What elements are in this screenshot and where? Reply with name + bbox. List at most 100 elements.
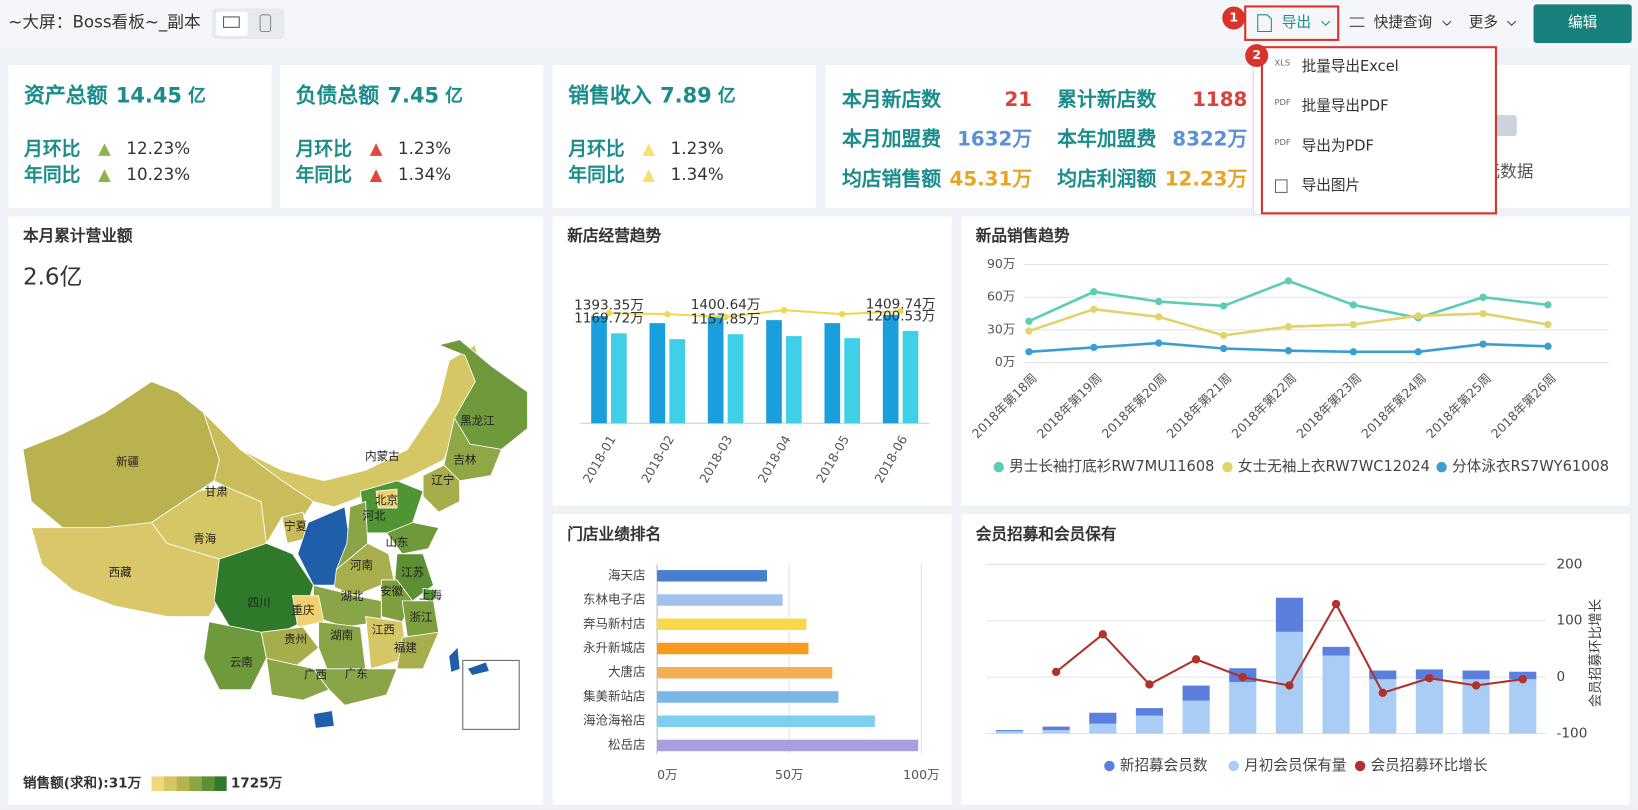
page-title: ~大屏：Boss看板~_副本	[8, 12, 201, 33]
kpi-title: 负债总额 7.45 亿	[296, 83, 463, 107]
data-label: 1200.53万	[866, 308, 936, 324]
stat-value: 45.31万	[950, 167, 1033, 190]
kpi-label: 负债总额	[296, 83, 380, 107]
region-label: 湖南	[330, 628, 353, 642]
edit-label[interactable]: 编辑	[1568, 14, 1598, 31]
bar	[766, 320, 782, 424]
region-label: 江苏	[401, 565, 424, 579]
bar	[657, 570, 768, 582]
region-label: 北京	[375, 493, 398, 507]
data-label: 1169.72万	[574, 311, 644, 327]
legend-marker	[1222, 461, 1233, 473]
y-tick-label: 大唐店	[608, 664, 646, 679]
legend-marker	[1228, 760, 1239, 772]
trend-arrow	[98, 169, 111, 182]
y2-tick-label: 200	[1557, 556, 1583, 572]
region-label: 湖北	[341, 589, 364, 603]
quick-query-button[interactable]: 快捷查询	[1374, 14, 1432, 31]
region-label: 重庆	[291, 603, 314, 617]
point	[1414, 312, 1422, 320]
bar	[1182, 685, 1210, 701]
mobile-icon	[259, 14, 272, 33]
kpi-unit: 亿	[188, 84, 206, 106]
legend-label: 会员招募环比增长	[1371, 757, 1488, 774]
map-total: 2.6亿	[23, 265, 83, 291]
card-title: 本月累计营业额	[23, 226, 133, 245]
legend-swatch	[201, 776, 215, 791]
kpi-card	[279, 64, 544, 209]
y2-tick-label: -100	[1557, 726, 1588, 742]
bar	[657, 691, 839, 703]
island	[468, 662, 489, 676]
island	[449, 647, 460, 672]
point	[1090, 305, 1098, 313]
bar	[657, 666, 833, 679]
y2-tick-label: 0	[1557, 669, 1566, 685]
region-label: 宁夏	[284, 519, 307, 533]
point	[1025, 348, 1033, 356]
bar	[669, 339, 686, 424]
kpi-row-label: 月环比	[295, 138, 353, 160]
kpi-row-label: 年同比	[568, 163, 625, 186]
kpi-title: 销售收入 7.89 亿	[568, 83, 735, 107]
legend-swatch	[164, 776, 177, 791]
bar	[707, 315, 724, 424]
kpi-value: 14.45	[116, 83, 182, 107]
menu-item[interactable]: 批量导出PDF	[1302, 98, 1389, 115]
point	[780, 306, 788, 314]
map-region	[292, 595, 325, 628]
point	[1425, 674, 1434, 683]
point	[1544, 301, 1552, 309]
region-label: 黑龙江	[460, 414, 495, 428]
bar	[995, 731, 1024, 734]
edit-button[interactable]	[1533, 4, 1632, 44]
trend-arrow	[642, 143, 655, 156]
store-card	[825, 64, 1252, 209]
point	[1349, 320, 1357, 329]
bar	[1042, 730, 1070, 734]
point	[1155, 297, 1163, 306]
kpi-unit: 亿	[718, 84, 736, 106]
point	[1479, 309, 1487, 318]
bar	[1415, 679, 1443, 734]
map-region	[385, 522, 440, 555]
chevron	[1507, 20, 1517, 27]
chart-title: 门店业绩排名	[567, 525, 661, 544]
desktop-toggle[interactable]	[216, 11, 248, 36]
kpi-row-label: 月环比	[567, 138, 625, 160]
export-button[interactable]: 导出	[1282, 14, 1311, 31]
data-label: 1393.35万	[574, 298, 644, 314]
bar	[1322, 655, 1350, 734]
legend-label: 男士长袖打底衫RW7MU11608	[1009, 458, 1214, 475]
bar	[1229, 682, 1257, 734]
legend-marker	[1436, 461, 1447, 473]
region-label: 河北	[362, 509, 385, 523]
stat-label: 累计新店数	[1057, 88, 1156, 111]
stat-value: 21	[1005, 88, 1033, 111]
kpi-row-label: 年同比	[24, 163, 81, 186]
kpi-label: 销售收入	[568, 83, 652, 107]
legend-label: 分体泳衣RS7WY61008	[1452, 458, 1609, 475]
point	[1284, 323, 1293, 331]
bar	[882, 314, 899, 424]
point	[722, 313, 729, 321]
point	[1479, 293, 1487, 301]
bar	[786, 336, 802, 424]
menu-item[interactable]: 批量导出Excel	[1302, 58, 1399, 75]
trend-arrow	[642, 169, 655, 182]
more-button[interactable]: 更多	[1469, 14, 1498, 31]
map-region	[203, 621, 267, 691]
point	[1471, 681, 1481, 690]
point	[1155, 339, 1163, 347]
kpi-title: 资产总额 14.45 亿	[24, 83, 206, 107]
map-region	[396, 631, 440, 670]
region-label: 贵州	[284, 632, 307, 646]
kpi-row-value: 1.34%	[671, 164, 724, 184]
stat-label: 本年加盟费	[1057, 128, 1156, 151]
menu-item[interactable]: 导出为PDF	[1302, 137, 1374, 154]
menu-item[interactable]: 导出图片	[1302, 177, 1360, 194]
point	[1090, 343, 1098, 352]
y-tick-label: 松岳店	[608, 737, 646, 752]
trend-arrow	[369, 169, 383, 182]
